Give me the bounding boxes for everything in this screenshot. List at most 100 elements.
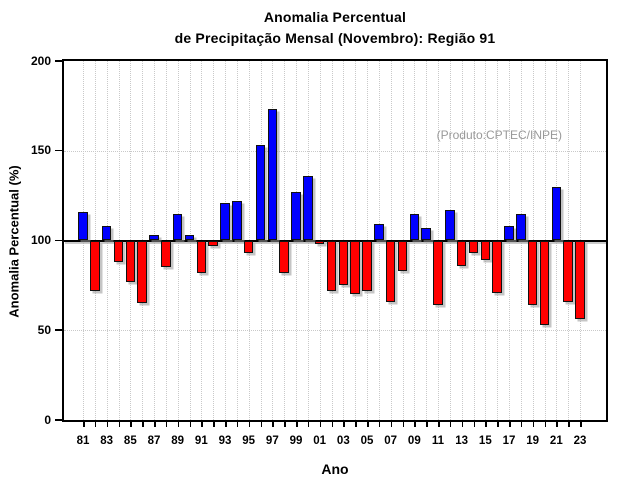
anomaly-bar-2005 <box>362 240 372 291</box>
x-tick <box>367 422 369 427</box>
x-tick <box>331 422 333 427</box>
anomaly-bar-2006 <box>374 224 384 241</box>
x-axis-label: Ano <box>321 461 349 477</box>
anomaly-bar-1991 <box>196 240 207 273</box>
x-tick-label: 01 <box>313 435 327 447</box>
x-tick <box>177 422 180 427</box>
y-tick-label: 100 <box>30 233 51 247</box>
x-tick <box>378 422 381 427</box>
x-tick <box>343 422 345 427</box>
y-tick-label: 50 <box>37 322 51 337</box>
anomaly-bar-2020 <box>539 240 550 325</box>
x-tick <box>532 422 535 427</box>
anomaly-bar-2023 <box>575 240 585 320</box>
y-tick <box>55 60 62 62</box>
anomaly-bar-2009 <box>409 213 420 241</box>
x-tick <box>402 422 404 427</box>
x-tick-label: 03 <box>336 435 350 447</box>
x-tick-label: 13 <box>455 435 469 447</box>
anomaly-bar-1981 <box>78 211 88 241</box>
anomaly-bar-2018 <box>516 213 526 241</box>
x-tick-label: 19 <box>526 435 540 447</box>
x-tick <box>142 422 144 427</box>
x-tick <box>118 422 120 427</box>
x-tick-label: 07 <box>384 435 398 447</box>
x-tick <box>580 422 582 427</box>
x-tick <box>426 422 428 427</box>
x-tick-label: 89 <box>171 435 185 447</box>
chart-title-line2: de Precipitação Mensal (Novembro): Regiã… <box>174 30 496 46</box>
anomaly-bar-1983 <box>101 226 112 241</box>
anomaly-bar-2019 <box>527 240 538 306</box>
anomaly-bar-2012 <box>445 209 455 241</box>
y-tick <box>55 329 62 331</box>
y-tick <box>55 419 62 421</box>
x-tick <box>296 422 298 427</box>
x-tick <box>568 422 570 427</box>
x-tick <box>520 422 523 427</box>
y-tick <box>55 149 62 152</box>
x-tick <box>225 422 227 427</box>
x-tick-label: 87 <box>147 435 161 447</box>
anomaly-bar-1989 <box>172 213 183 241</box>
anomaly-bar-2000 <box>303 175 313 241</box>
x-tick <box>213 422 215 427</box>
x-tick <box>497 422 499 427</box>
anomaly-bar-2015 <box>480 240 491 261</box>
anomaly-bar-2014 <box>468 240 479 254</box>
anomaly-bar-2008 <box>397 240 408 271</box>
x-tick-label: 09 <box>407 435 421 447</box>
x-tick-label: 21 <box>549 435 563 447</box>
anomaly-bar-1986 <box>137 240 147 304</box>
x-tick <box>544 422 546 427</box>
x-tick <box>83 422 85 427</box>
x-tick <box>189 422 191 427</box>
x-tick-label: 83 <box>100 435 114 447</box>
anomaly-bar-2001 <box>314 240 325 245</box>
anomaly-bar-1984 <box>113 240 124 263</box>
x-tick <box>414 422 416 427</box>
anomaly-bar-1985 <box>125 240 136 282</box>
x-tick <box>154 422 156 427</box>
anomaly-bar-1999 <box>291 192 301 241</box>
x-tick <box>449 422 452 427</box>
anomaly-bar-2007 <box>385 240 396 302</box>
anomaly-bar-1987 <box>149 235 159 241</box>
x-tick-label: 23 <box>573 435 587 447</box>
anomaly-bar-1995 <box>243 240 254 254</box>
x-tick-label: 81 <box>76 435 90 447</box>
anomaly-bar-2010 <box>421 227 431 241</box>
anomaly-bar-1988 <box>161 240 171 268</box>
x-tick-label: 05 <box>360 435 374 447</box>
anomaly-bar-1994 <box>232 201 242 241</box>
anomaly-bar-1997 <box>267 109 278 241</box>
x-tick-label: 85 <box>123 435 137 447</box>
anomaly-bar-1993 <box>220 202 230 241</box>
x-tick <box>390 422 393 427</box>
anomaly-bar-2022 <box>563 240 573 302</box>
plot-frame: (Produto:CPTEC/INPE) <box>62 59 608 422</box>
x-tick <box>355 422 357 427</box>
y-tick-label: 150 <box>30 143 51 158</box>
x-tick-label: 97 <box>265 435 279 447</box>
x-tick <box>485 422 487 427</box>
anomaly-bar-1990 <box>184 235 195 241</box>
x-tick-label: 17 <box>502 435 516 447</box>
anomaly-bar-2011 <box>433 240 443 306</box>
anomaly-bar-2021 <box>551 186 562 241</box>
y-tick-label: 0 <box>44 412 51 427</box>
x-tick-label: 91 <box>194 435 208 447</box>
x-tick-label: 95 <box>242 435 256 447</box>
x-tick <box>438 422 440 427</box>
x-tick <box>260 422 262 427</box>
x-tick-label: 93 <box>218 435 232 447</box>
x-tick <box>248 422 251 427</box>
x-tick <box>556 422 558 427</box>
anomaly-bar-1996 <box>255 145 266 241</box>
anomaly-bar-2002 <box>326 240 337 291</box>
plot-area <box>64 61 606 420</box>
x-tick <box>307 422 310 427</box>
x-tick <box>201 422 203 427</box>
value-gridline <box>64 150 606 152</box>
x-tick <box>94 422 97 427</box>
